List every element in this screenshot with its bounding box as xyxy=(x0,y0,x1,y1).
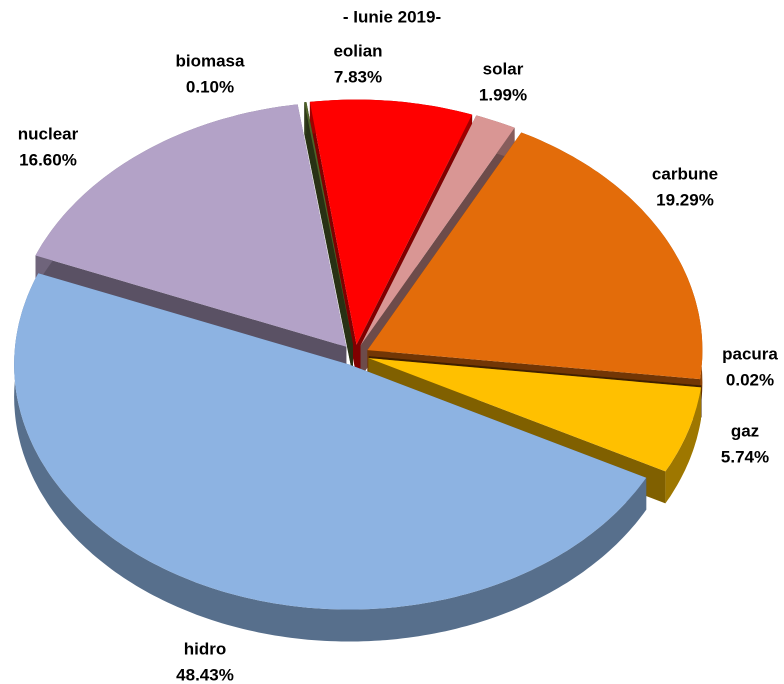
value-label: 7.83% xyxy=(334,67,382,86)
slice-label: eolian xyxy=(333,41,382,60)
slice-label: pacura xyxy=(722,344,778,363)
slice-rim xyxy=(304,102,307,135)
chart-title: - Iunie 2019- xyxy=(343,7,441,26)
value-label: 0.02% xyxy=(726,370,774,389)
slice-label: nuclear xyxy=(18,124,79,143)
value-label: 48.43% xyxy=(176,665,234,684)
value-label: 16.60% xyxy=(19,150,77,169)
slice-rim xyxy=(665,387,701,504)
slice-wall xyxy=(306,102,353,377)
value-label: 1.99% xyxy=(479,85,527,104)
slice xyxy=(368,356,702,386)
slice xyxy=(35,104,347,347)
slice-label: biomasa xyxy=(176,51,246,70)
value-label: 19.29% xyxy=(656,190,714,209)
slice-label: hidro xyxy=(184,639,227,658)
slice-label: carbune xyxy=(652,164,718,183)
slice xyxy=(368,358,701,472)
slice xyxy=(14,273,647,610)
slice xyxy=(304,102,353,345)
value-label: 0.10% xyxy=(186,77,234,96)
slice-label: solar xyxy=(483,59,524,78)
slice xyxy=(309,99,473,345)
slice-side xyxy=(304,102,353,377)
value-label: 5.74% xyxy=(721,447,769,466)
slice xyxy=(367,132,703,380)
slice xyxy=(360,115,515,346)
slice-label: gaz xyxy=(731,421,759,440)
